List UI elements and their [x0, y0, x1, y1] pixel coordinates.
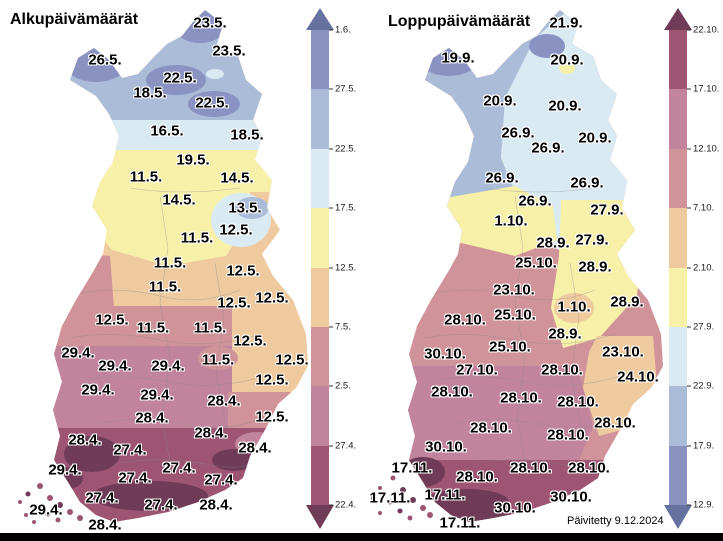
colorbar-segments [669, 30, 687, 505]
colorbar-tick: 2.5. [329, 381, 351, 392]
updated-note: Päivitetty 9.12.2024 [567, 515, 664, 527]
colorbar-tick: 27.5. [329, 84, 356, 95]
colorbar-tick: 22.10. [687, 25, 719, 36]
colorbar-segment [311, 326, 329, 387]
colorbar-down-arrow [664, 505, 692, 529]
colorbar-segment [669, 30, 687, 90]
colorbar-segment [311, 208, 329, 268]
colorbar-tick: 1.6. [329, 25, 351, 36]
colorbar-segments [311, 30, 329, 505]
colorbar-tick: 22.4. [329, 500, 356, 511]
colorbar-tick: 22.9. [687, 381, 714, 392]
colorbar-segment [669, 89, 687, 149]
colorbar-down-arrow [306, 505, 334, 529]
archipelago-start [18, 483, 83, 524]
colorbar-tick: 17.9. [687, 440, 714, 451]
colorbar-tick: 12.10. [687, 143, 719, 154]
colorbar-segment [669, 326, 687, 387]
colorbar-segment [311, 445, 329, 505]
colorbar-segment [311, 267, 329, 327]
colorbar-tick: 7.5. [329, 321, 351, 332]
colorbar-tick: 27.9. [687, 321, 714, 332]
finland-map-start-dates [18, 10, 308, 524]
bottom-black-bar [0, 533, 723, 541]
colorbar-segment [311, 386, 329, 446]
colorbar-tick: 22.5. [329, 143, 356, 154]
finland-map-end-dates [371, 10, 663, 522]
colorbar-segment [669, 267, 687, 327]
map-end-title: Loppupäivämäärät [388, 13, 531, 30]
colorbar-tick: 12.5. [329, 262, 356, 273]
colorbar-segment [669, 386, 687, 446]
colorbar-segment [669, 445, 687, 505]
colorbar-tick: 17.10. [687, 84, 719, 95]
colorbar-up-arrow [664, 8, 692, 30]
colorbar-segment [669, 148, 687, 209]
colorbar-up-arrow [306, 8, 334, 30]
colorbar-start: 1.6. 27.5. 22.5. 17.5. 12.5. 7.5. 2.5. 27.4. 22.… [306, 8, 364, 529]
colorbar-segment [311, 89, 329, 149]
colorbar-tick: 27.4. [329, 440, 356, 451]
map-start-title: Alkupäivämäärät [10, 11, 139, 28]
colorbar-tick: 7.10. [687, 203, 714, 214]
colorbar-segment [311, 148, 329, 209]
colorbar-segment [669, 208, 687, 268]
colorbar-segment [311, 30, 329, 90]
colorbar-tick: 2.10. [687, 262, 714, 273]
colorbar-tick: 12.9. [687, 500, 714, 511]
archipelago-end [371, 475, 433, 521]
colorbar-tick: 17.5. [329, 203, 356, 214]
colorbar-end: 22.10. 17.10. 12.10. 7.10. 2.10. 27.9. 22.9. 17… [664, 8, 722, 529]
